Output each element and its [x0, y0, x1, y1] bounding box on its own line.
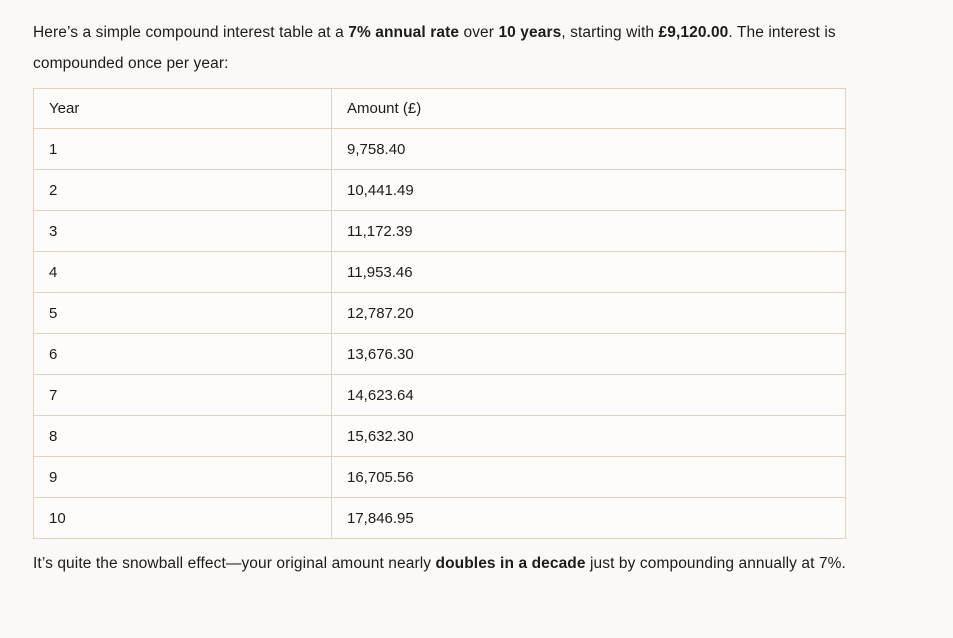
table-header: Year Amount (£): [33, 88, 846, 129]
table-row: 8 15,632.30: [33, 415, 846, 457]
table-header-row: Year Amount (£): [33, 88, 846, 129]
table-row: 10 17,846.95: [33, 497, 846, 539]
table-row: 4 11,953.46: [33, 251, 846, 293]
year-cell: 1: [33, 128, 332, 170]
table-row: 2 10,441.49: [33, 169, 846, 211]
year-cell: 7: [33, 374, 332, 416]
year-cell: 10: [33, 497, 332, 539]
table-row: 5 12,787.20: [33, 292, 846, 334]
amount-cell: 16,705.56: [331, 456, 846, 498]
year-cell: 9: [33, 456, 332, 498]
table-row: 7 14,623.64: [33, 374, 846, 416]
amount-cell: 13,676.30: [331, 333, 846, 375]
table-row: 6 13,676.30: [33, 333, 846, 375]
amount-cell: 14,623.64: [331, 374, 846, 416]
table-row: 9 16,705.56: [33, 456, 846, 498]
amount-cell: 11,172.39: [331, 210, 846, 252]
text-segment: It’s quite the snowball effect—your orig…: [33, 555, 436, 572]
text-segment: Here’s a simple compound interest table …: [33, 24, 349, 41]
bold-text-segment: 7% annual rate: [348, 24, 460, 41]
year-cell: 5: [33, 292, 332, 334]
table-row: 1 9,758.40: [33, 128, 846, 170]
amount-cell: 12,787.20: [331, 292, 846, 334]
amount-cell: 11,953.46: [331, 251, 846, 293]
table-body: 1 9,758.40 2 10,441.49 3 11,172.39 4 11,953.46 5…: [33, 128, 846, 539]
text-segment: , starting with: [561, 24, 659, 41]
amount-cell: 9,758.40: [331, 128, 846, 170]
text-segment: just by compounding annually at 7%.: [585, 555, 846, 572]
year-cell: 8: [33, 415, 332, 457]
amount-cell: 15,632.30: [331, 415, 846, 457]
intro-paragraph: Here’s a simple compound interest table …: [33, 17, 846, 79]
amount-cell: 17,846.95: [331, 497, 846, 539]
text-segment: over: [459, 24, 499, 41]
table-header-year: Year: [33, 88, 332, 129]
table-header-amount: Amount (£): [331, 88, 846, 129]
year-cell: 2: [33, 169, 332, 211]
document-content: Here’s a simple compound interest table …: [33, 17, 846, 579]
bold-text-segment: doubles in a decade: [435, 555, 586, 572]
bold-text-segment: 10 years: [498, 24, 562, 41]
compound-interest-table: Year Amount (£) 1 9,758.40 2 10,441.49 3 11,1…: [33, 88, 846, 539]
table-row: 3 11,172.39: [33, 210, 846, 252]
outro-paragraph: It’s quite the snowball effect—your orig…: [33, 548, 846, 579]
bold-text-segment: £9,120.00: [658, 24, 729, 41]
text-segment: . The interest is compounded once per ye…: [33, 24, 836, 72]
year-cell: 4: [33, 251, 332, 293]
amount-cell: 10,441.49: [331, 169, 846, 211]
year-cell: 6: [33, 333, 332, 375]
year-cell: 3: [33, 210, 332, 252]
